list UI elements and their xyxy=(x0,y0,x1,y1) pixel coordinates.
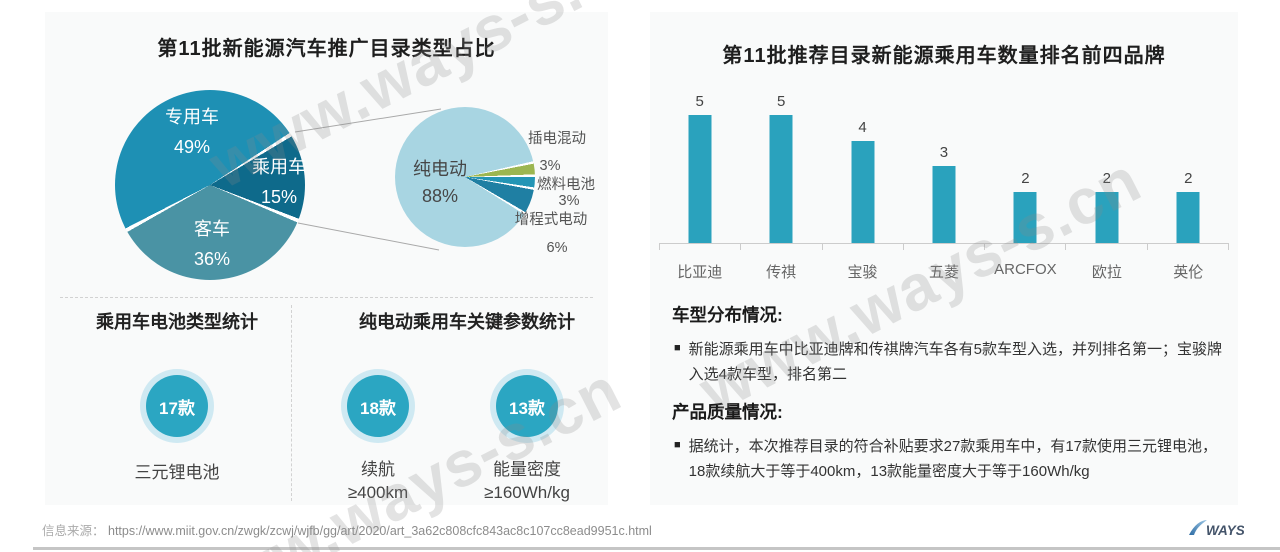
ways-logo: WAYS xyxy=(1189,520,1244,538)
density-label-line1: 能量密度 xyxy=(493,460,561,479)
battery-type-label: 三元锂电池 xyxy=(134,463,220,482)
ways-logo-text: WAYS xyxy=(1206,523,1244,538)
bar xyxy=(1095,191,1119,243)
ways-swoosh-icon xyxy=(1189,520,1207,535)
square-bullet-icon: ■ xyxy=(674,439,681,451)
square-bullet-icon: ■ xyxy=(674,342,681,354)
bar-category-label: 比亚迪 xyxy=(677,264,723,281)
bar-category-label: 英伦 xyxy=(1173,264,1204,281)
pie-slice-label: 专用车 49% xyxy=(165,107,219,157)
bar-column: 2 xyxy=(1066,116,1147,243)
bar-column: 5 xyxy=(659,93,740,243)
battery-stats-title: 乘用车电池类型统计 xyxy=(96,312,258,332)
right-chart-title: 第11批推荐目录新能源乘用车数量排名前四品牌 xyxy=(722,45,1166,67)
density-count-badge: 13款 xyxy=(490,369,564,443)
tick xyxy=(904,244,986,250)
powertrain-breakdown-pie xyxy=(395,107,535,247)
bar xyxy=(688,115,712,243)
pie-charts-panel: 第11批新能源汽车推广目录类型占比 专用车 49% 乘用车 15% 客车 36% 纯电动 88… xyxy=(45,12,608,505)
bar-value-label: 3 xyxy=(939,144,949,162)
pie-callout-label: 6% xyxy=(546,240,568,256)
bar-column: 3 xyxy=(903,116,984,243)
range-label-line2: ≥400km xyxy=(347,483,409,502)
source-label: 信息来源： xyxy=(42,524,105,538)
range-count-value: 18款 xyxy=(347,375,409,437)
tick xyxy=(741,244,823,250)
bar-value-label: 2 xyxy=(1021,169,1030,187)
bar xyxy=(851,140,875,243)
vehicle-type-pie xyxy=(115,90,305,280)
range-label-line1: 续航 xyxy=(360,460,395,479)
bar-category-label: 欧拉 xyxy=(1091,264,1122,281)
tick xyxy=(823,244,904,250)
tick xyxy=(1148,244,1229,250)
bar-value-label: 2 xyxy=(1102,169,1111,187)
analysis-text-block: 车型分布情况: ■ 新能源乘用车中比亚迪牌和传祺牌汽车各有5款车型入选，并列排名… xyxy=(672,302,1222,493)
battery-count-badge: 17款 xyxy=(140,369,214,443)
distribution-bullet: ■ 新能源乘用车中比亚迪牌和传祺牌汽车各有5款车型入选，并列排名第一；宝骏牌入选… xyxy=(672,337,1222,387)
brand-bar-chart: 5 5 4 3 2 2 2 xyxy=(659,93,1229,244)
bar-category-label: 宝骏 xyxy=(847,264,878,281)
bar-column: 4 xyxy=(822,116,903,243)
bar-chart-panel: 第11批推荐目录新能源乘用车数量排名前四品牌 5 5 4 3 2 2 2 比亚迪 传祺 宝骏 五菱… xyxy=(650,12,1238,505)
pie-callout-label: 3% xyxy=(558,193,580,209)
bar-value-label: 2 xyxy=(1184,169,1193,187)
horizontal-dashed-divider xyxy=(60,297,593,298)
distribution-bullet-text: 新能源乘用车中比亚迪牌和传祺牌汽车各有5款车型入选，并列排名第一；宝骏牌入选4款… xyxy=(688,341,1223,383)
bar xyxy=(932,166,956,243)
pie-callout-label: 增程式电动 xyxy=(514,212,588,228)
density-count-value: 13款 xyxy=(496,375,558,437)
bar-value-label: 4 xyxy=(858,118,867,136)
x-axis-category-labels: 比亚迪 传祺 宝骏 五菱 ARCFOX 欧拉 英伦 xyxy=(659,256,1229,282)
quality-heading: 产品质量情况: xyxy=(672,402,783,422)
bar-category-label: ARCFOX xyxy=(994,261,1057,278)
bar-value-label: 5 xyxy=(695,93,704,110)
x-axis-ticks xyxy=(659,244,1229,250)
pie-callout-label: 3% xyxy=(539,158,561,174)
bar-category-label: 传祺 xyxy=(766,264,797,281)
bar-category-label: 五菱 xyxy=(928,264,959,281)
bar xyxy=(769,115,793,243)
battery-count-value: 17款 xyxy=(146,375,208,437)
tick xyxy=(659,244,742,250)
bar-value-label: 5 xyxy=(776,93,786,110)
bottom-divider-bar xyxy=(33,547,1280,550)
bar-column: 2 xyxy=(1148,116,1229,243)
tick xyxy=(1066,244,1148,250)
pie-slice-label: 乘用车 15% xyxy=(252,157,306,207)
quality-bullet: ■ 据统计，本次推荐目录的符合补贴要求27款乘用车中，有17款使用三元锂电池，1… xyxy=(672,434,1222,484)
bar xyxy=(1176,191,1200,243)
pie-callout-label: 插电混动 xyxy=(528,131,586,147)
source-line: 信息来源： https://www.miit.gov.cn/zwgk/zcwj/… xyxy=(42,520,652,539)
bar xyxy=(1013,191,1037,243)
density-label-line2: ≥160Wh/kg xyxy=(484,483,570,502)
left-chart-title: 第11批新能源汽车推广目录类型占比 xyxy=(157,38,496,60)
tick xyxy=(985,244,1067,250)
distribution-heading: 车型分布情况: xyxy=(672,305,783,325)
bar-column: 2 xyxy=(985,116,1066,243)
source-url: https://www.miit.gov.cn/zwgk/zcwj/wjfb/g… xyxy=(108,524,652,538)
pie-slice-label: 纯电动 88% xyxy=(413,159,467,206)
pie-slice-label: 客车 36% xyxy=(193,219,231,269)
density-label: 能量密度 ≥160Wh/kg xyxy=(484,458,570,504)
quality-bullet-text: 据统计，本次推荐目录的符合补贴要求27款乘用车中，有17款使用三元锂电池，18款… xyxy=(688,438,1218,480)
pie-callout-label: 燃料电池 xyxy=(537,177,595,193)
bar-column: 5 xyxy=(740,93,821,243)
param-stats-title: 纯电动乘用车关键参数统计 xyxy=(359,312,575,332)
range-label: 续航 ≥400km xyxy=(348,458,408,504)
vertical-dashed-divider xyxy=(291,305,292,501)
range-count-badge: 18款 xyxy=(341,369,415,443)
